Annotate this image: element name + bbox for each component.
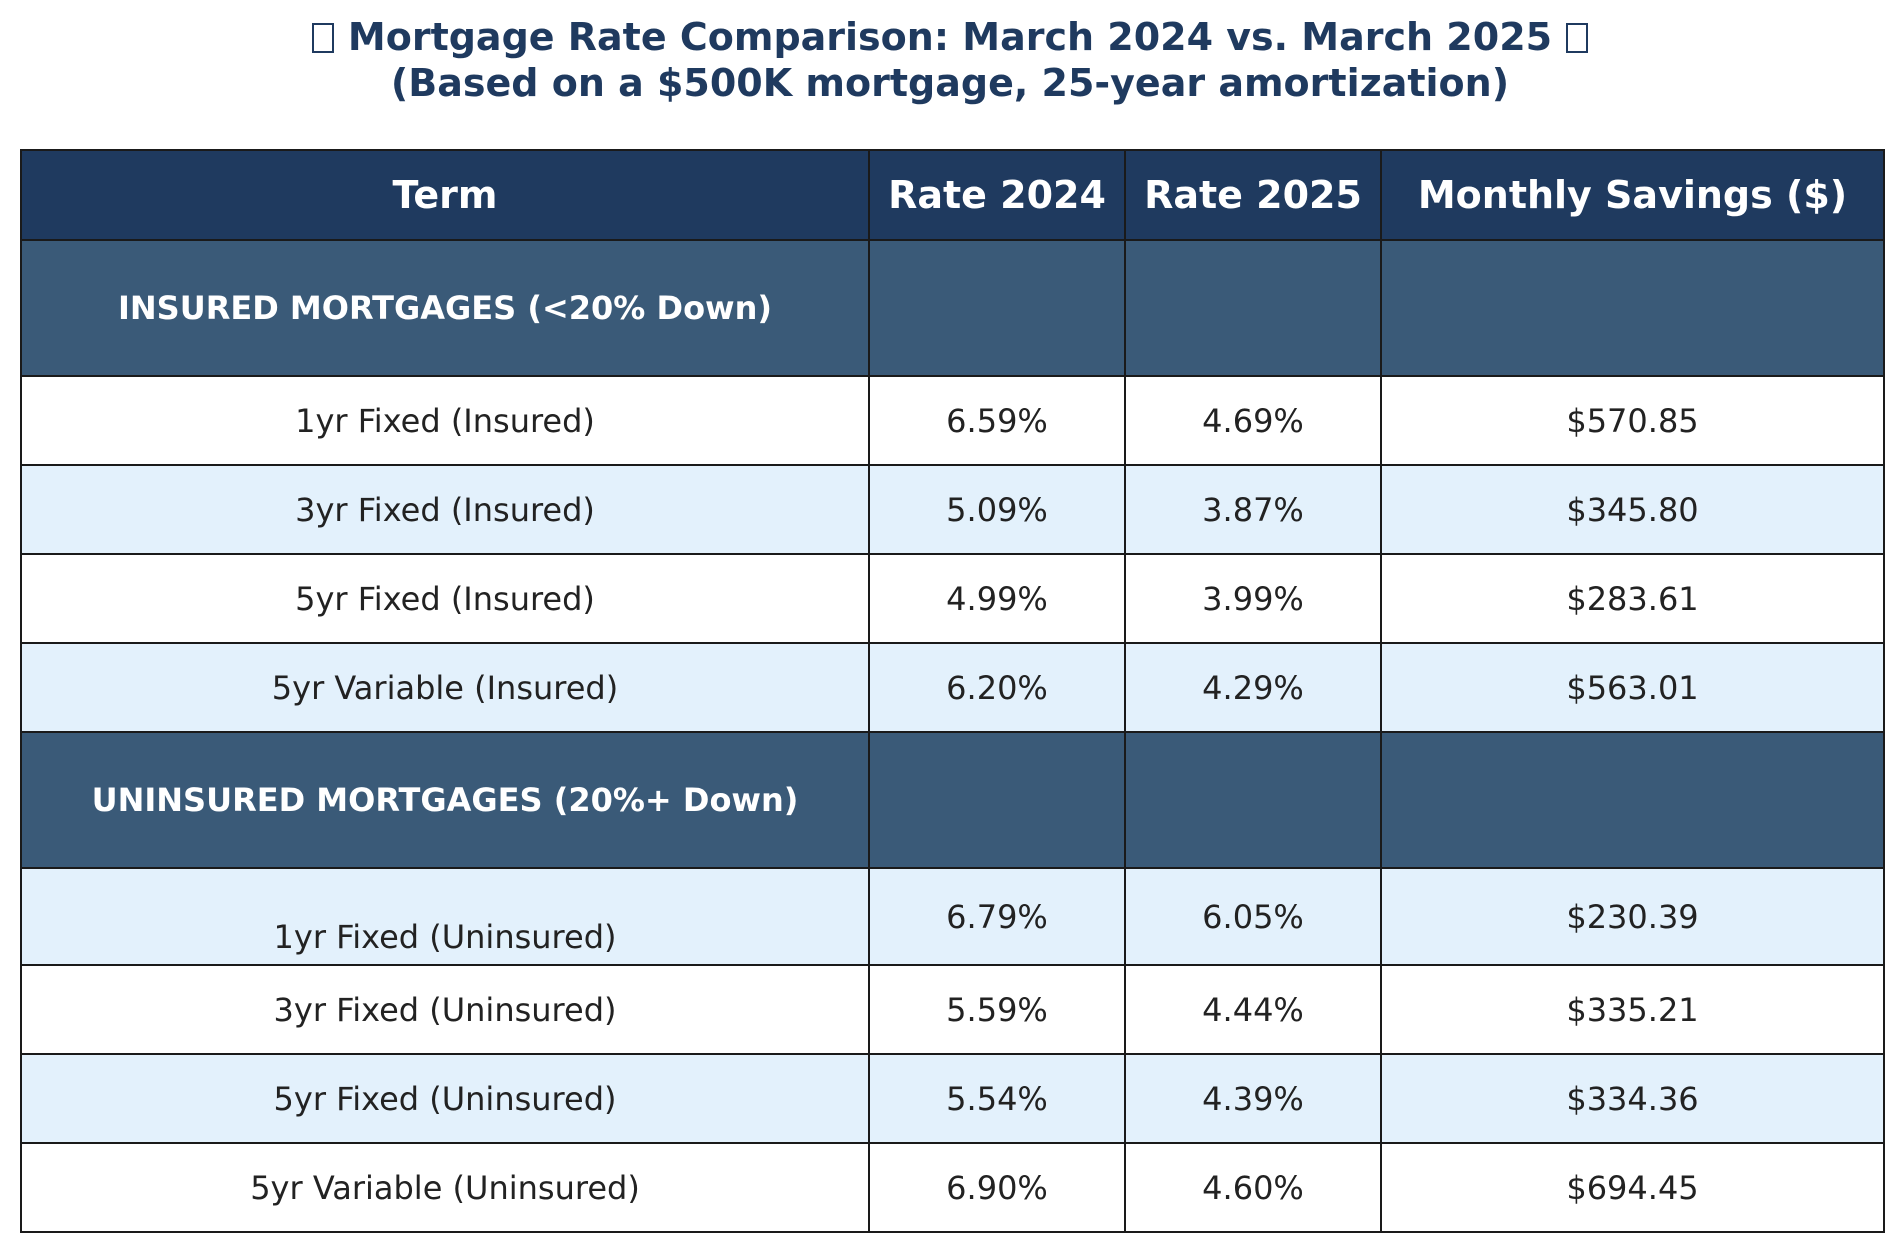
rate-2024-cell: 5.59% bbox=[868, 964, 1126, 1055]
rate-2025-cell: 4.39% bbox=[1124, 1053, 1382, 1144]
title-line-1: Mortgage Rate Comparison: March 2024 vs.… bbox=[0, 14, 1900, 60]
subtitle: (Based on a $500K mortgage, 25-year amor… bbox=[390, 61, 1510, 105]
rate-2024-cell: 6.79% bbox=[868, 867, 1126, 966]
table-row: 1yr Fixed (Insured) 6.59% 4.69% $570.85 bbox=[20, 375, 1885, 466]
term-cell: 1yr Fixed (Insured) bbox=[20, 375, 870, 466]
table-row: 5yr Variable (Insured) 6.20% 4.29% $563.… bbox=[20, 642, 1885, 733]
section-empty-cell bbox=[868, 731, 1126, 869]
rate-2025-cell: 6.05% bbox=[1124, 867, 1382, 966]
savings-cell: $570.85 bbox=[1380, 375, 1885, 466]
term-cell: 3yr Fixed (Insured) bbox=[20, 464, 870, 555]
section-empty-cell bbox=[868, 239, 1126, 377]
term-cell: 5yr Fixed (Uninsured) bbox=[20, 1053, 870, 1144]
section-empty-cell bbox=[1124, 731, 1382, 869]
term-cell: 5yr Fixed (Insured) bbox=[20, 553, 870, 644]
chart-title: Mortgage Rate Comparison: March 2024 vs.… bbox=[0, 14, 1900, 106]
rate-2024-cell: 5.09% bbox=[868, 464, 1126, 555]
section-label: UNINSURED MORTGAGES (20%+ Down) bbox=[20, 731, 870, 869]
rate-2024-cell: 5.54% bbox=[868, 1053, 1126, 1144]
title-text: Mortgage Rate Comparison: March 2024 vs.… bbox=[347, 15, 1553, 59]
section-empty-cell bbox=[1380, 239, 1885, 377]
section-row: INSURED MORTGAGES (<20% Down) bbox=[20, 239, 1885, 377]
savings-cell: $334.36 bbox=[1380, 1053, 1885, 1144]
column-header: Rate 2025 bbox=[1124, 149, 1382, 241]
term-cell: 3yr Fixed (Uninsured) bbox=[20, 964, 870, 1055]
term-cell: 5yr Variable (Insured) bbox=[20, 642, 870, 733]
rate-2025-cell: 3.99% bbox=[1124, 553, 1382, 644]
savings-cell: $694.45 bbox=[1380, 1142, 1885, 1233]
rate-2025-cell: 4.69% bbox=[1124, 375, 1382, 466]
table-row: 3yr Fixed (Uninsured) 5.59% 4.44% $335.2… bbox=[20, 964, 1885, 1055]
rate-table: Term Rate 2024 Rate 2025 Monthly Savings… bbox=[20, 149, 1885, 1233]
missing-glyph-icon bbox=[311, 23, 334, 53]
section-row: UNINSURED MORTGAGES (20%+ Down) bbox=[20, 731, 1885, 869]
missing-glyph-icon bbox=[1566, 23, 1589, 53]
savings-cell: $283.61 bbox=[1380, 553, 1885, 644]
section-label: INSURED MORTGAGES (<20% Down) bbox=[20, 239, 870, 377]
rate-2025-cell: 4.29% bbox=[1124, 642, 1382, 733]
savings-cell: $563.01 bbox=[1380, 642, 1885, 733]
table-row: 5yr Fixed (Uninsured) 5.54% 4.39% $334.3… bbox=[20, 1053, 1885, 1144]
header-row: Term Rate 2024 Rate 2025 Monthly Savings… bbox=[20, 149, 1885, 241]
table-row: 3yr Fixed (Insured) 5.09% 3.87% $345.80 bbox=[20, 464, 1885, 555]
rate-2025-cell: 3.87% bbox=[1124, 464, 1382, 555]
term-cell: 5yr Variable (Uninsured) bbox=[20, 1142, 870, 1233]
column-header: Rate 2024 bbox=[868, 149, 1126, 241]
table-row: 5yr Variable (Uninsured) 6.90% 4.60% $69… bbox=[20, 1142, 1885, 1233]
savings-cell: $345.80 bbox=[1380, 464, 1885, 555]
rate-2024-cell: 6.90% bbox=[868, 1142, 1126, 1233]
rate-2024-cell: 6.20% bbox=[868, 642, 1126, 733]
table-row: 5yr Fixed (Insured) 4.99% 3.99% $283.61 bbox=[20, 553, 1885, 644]
rate-2024-cell: 4.99% bbox=[868, 553, 1126, 644]
rate-2024-cell: 6.59% bbox=[868, 375, 1126, 466]
section-empty-cell bbox=[1124, 239, 1382, 377]
savings-cell: $335.21 bbox=[1380, 964, 1885, 1055]
column-header: Monthly Savings ($) bbox=[1380, 149, 1885, 241]
rate-2025-cell: 4.60% bbox=[1124, 1142, 1382, 1233]
savings-cell: $230.39 bbox=[1380, 867, 1885, 966]
rate-2025-cell: 4.44% bbox=[1124, 964, 1382, 1055]
term-cell: 1yr Fixed (Uninsured) bbox=[20, 867, 870, 966]
column-header: Term bbox=[20, 149, 870, 241]
section-empty-cell bbox=[1380, 731, 1885, 869]
table-row: 1yr Fixed (Uninsured) 6.79% 6.05% $230.3… bbox=[20, 867, 1885, 966]
